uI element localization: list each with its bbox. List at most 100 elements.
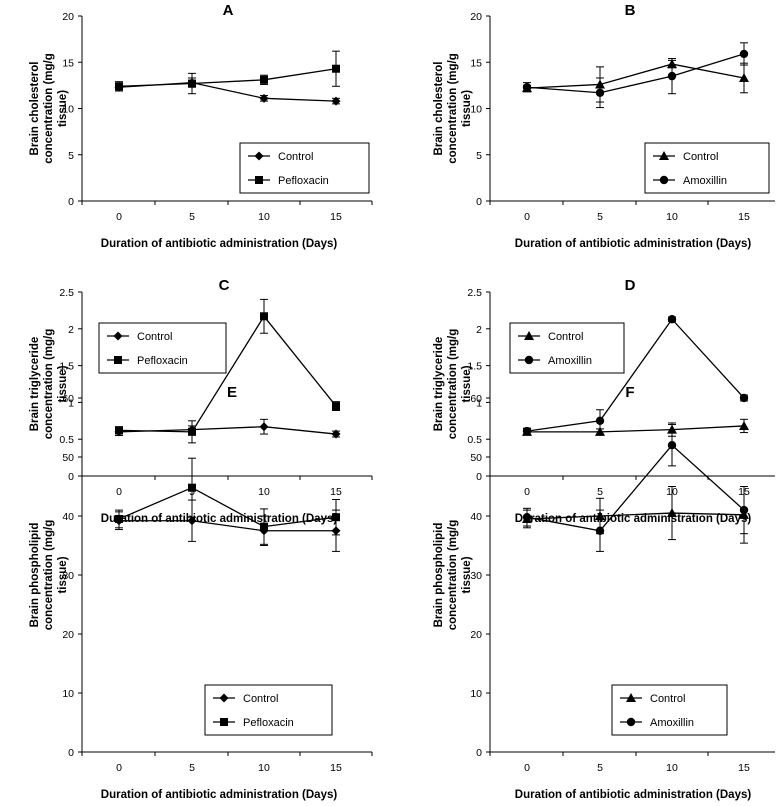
data-point	[115, 514, 123, 523]
data-point	[332, 64, 340, 73]
legend: Control Amoxillin	[611, 684, 728, 736]
y-axis-label-line: concentration (mg/g	[447, 520, 459, 631]
legend-label: Control	[650, 693, 685, 705]
x-axis-label: Duration of antibiotic administration (D…	[515, 238, 752, 250]
x-tick-label: 10	[258, 762, 270, 774]
chart-panel-a: A 0 5 10 15 20 0 5 10 15 Duration of antibiotic ad…	[29, 2, 373, 250]
legend-marker	[626, 693, 636, 702]
legend-label: Control	[243, 693, 278, 705]
legend-box	[98, 322, 227, 374]
legend-label: Pefloxacin	[278, 175, 329, 187]
series-control	[114, 418, 341, 439]
legend-marker	[659, 151, 669, 160]
legend-marker	[113, 331, 123, 341]
series-amoxillin	[522, 42, 749, 109]
y-tick-label: 1	[68, 397, 74, 409]
y-tick-label: 0	[68, 747, 74, 759]
series-pefloxacin	[115, 457, 340, 545]
legend-marker	[219, 693, 229, 703]
data-point	[667, 315, 677, 324]
data-point	[259, 93, 269, 103]
series-line	[526, 512, 745, 520]
y-tick-label: 0	[476, 747, 482, 759]
y-tick-label: 0	[68, 196, 74, 208]
y-axis-label-line: Brain cholesterol	[433, 62, 445, 156]
legend-box	[239, 142, 370, 194]
series-pefloxacin	[115, 298, 340, 444]
series-line	[118, 315, 337, 433]
y-axis-label-line: Brain phospholipid	[29, 523, 41, 628]
x-tick-label: 0	[116, 762, 122, 774]
legend: Control Pefloxacin	[239, 142, 370, 194]
legend-marker	[524, 331, 534, 340]
data-point	[522, 512, 532, 522]
x-tick-label: 5	[597, 211, 603, 223]
x-tick-label: 0	[116, 486, 122, 498]
data-point	[595, 88, 605, 97]
x-tick-label: 0	[524, 211, 530, 223]
series-line	[118, 426, 337, 435]
legend-label: Control	[683, 151, 718, 163]
legend: Control Amoxillin	[509, 322, 625, 374]
y-axis-label-line: Brain cholesterol	[29, 62, 41, 156]
y-tick-label: 5	[68, 150, 74, 162]
y-tick-label: 10	[62, 688, 74, 700]
y-tick-label: 2	[68, 324, 74, 336]
x-tick-label: 15	[330, 762, 342, 774]
legend-label: Pefloxacin	[243, 717, 294, 729]
data-point	[187, 516, 197, 526]
y-tick-label: 20	[470, 629, 482, 641]
y-axis-label-line: Brain triglyceride	[433, 337, 445, 432]
x-tick-label: 0	[116, 211, 122, 223]
panel-letter: D	[625, 277, 636, 294]
y-axis-label: Brain cholesterol concentration (mg/g tiss…	[29, 53, 69, 164]
series-line	[526, 53, 745, 94]
data-point	[667, 71, 677, 81]
data-point	[739, 393, 749, 403]
y-tick-label: 0	[476, 196, 482, 208]
data-point	[332, 513, 340, 522]
legend: Control Pefloxacin	[204, 684, 333, 736]
data-point	[259, 422, 269, 432]
legend-marker	[254, 151, 264, 161]
series-line	[526, 63, 745, 89]
y-axis-label-line: concentration (mg/g	[43, 329, 55, 440]
data-point	[522, 426, 532, 436]
x-tick-label: 10	[258, 211, 270, 223]
data-point	[667, 441, 677, 450]
legend-marker	[659, 175, 669, 185]
y-tick-label: 60	[62, 393, 74, 405]
x-tick-label: 10	[666, 762, 678, 774]
y-tick-label: 20	[470, 11, 482, 23]
data-point	[115, 82, 123, 91]
y-axis-label-line: tissue)	[57, 365, 69, 402]
x-axis-label: Duration of antibiotic administration (D…	[101, 238, 338, 250]
legend-label: Amoxillin	[683, 175, 727, 187]
legend-label: Amoxillin	[650, 717, 694, 729]
legend: Control Pefloxacin	[98, 322, 227, 374]
series-line	[118, 486, 337, 528]
y-tick-label: 40	[62, 511, 74, 523]
y-tick-label: 50	[470, 452, 482, 464]
y-axis-label-line: tissue)	[461, 90, 473, 127]
y-tick-label: 15	[62, 57, 74, 69]
series-control	[522, 59, 749, 103]
legend-box	[204, 684, 333, 736]
legend-marker	[255, 176, 263, 184]
y-axis-label: Brain triglyceride concentration (mg/g tis…	[29, 329, 69, 440]
legend-marker	[626, 717, 636, 727]
y-tick-label: 20	[62, 11, 74, 23]
y-tick-label: 0.5	[467, 434, 482, 446]
series-line	[119, 520, 336, 532]
data-point	[331, 96, 341, 106]
legend-marker	[114, 356, 122, 364]
y-axis-label-line: tissue)	[57, 556, 69, 593]
legend-label: Control	[548, 331, 583, 343]
legend-label: Control	[278, 151, 313, 163]
y-tick-label: 0.5	[59, 434, 74, 446]
y-axis-label: Brain cholesterol concentration (mg/g tiss…	[433, 53, 473, 164]
chart-panel-b: B 0 5 10 15 20 0 5 10 15 Duration of antibiotic ad…	[433, 2, 775, 250]
data-point	[260, 75, 268, 84]
